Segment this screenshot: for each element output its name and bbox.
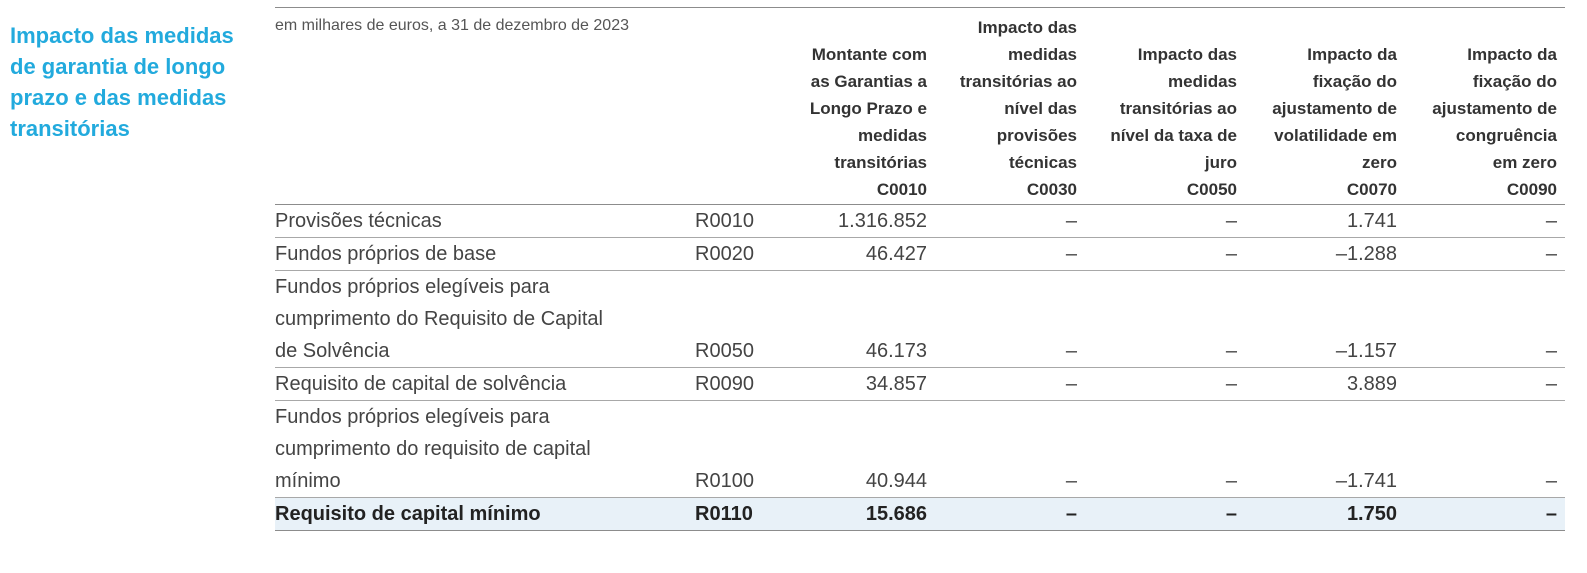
cell-value: 46.427 [775,237,935,271]
row-label: Requisito de capital de solvência [275,367,685,401]
header-spacer [275,14,685,176]
column-header: Montante com as Garantias a Longo Prazo … [809,45,927,172]
cell-value: – [935,270,1085,368]
cell-value: –1.157 [1245,270,1405,368]
cell-value: 3.889 [1245,367,1405,401]
column-header-row: Montante com as Garantias a Longo Prazo … [275,14,1565,176]
cell-value: – [1085,204,1245,238]
table-row: Requisito de capital de solvência R0090 … [275,367,1565,401]
row-code: R0020 [685,237,775,271]
table-row: Fundos próprios elegíveis para cumprimen… [275,400,1565,498]
cell-value: 40.944 [775,400,935,498]
cell-value: – [935,204,1085,238]
cell-value: 1.750 [1245,497,1405,531]
top-divider [275,7,1565,8]
cell-value: – [1405,400,1565,498]
cell-value: – [1085,400,1245,498]
row-code: R0090 [685,367,775,401]
column-code: C0070 [1245,176,1405,205]
column-code: C0050 [1085,176,1245,205]
cell-value: – [1405,270,1565,368]
cell-value: – [1085,270,1245,368]
column-code: C0010 [775,176,935,205]
row-code: R0050 [685,270,775,368]
cell-value: 1.741 [1245,204,1405,238]
column-code: C0030 [935,176,1085,205]
header-spacer [685,14,775,176]
table-row: Fundos próprios elegíveis para cumprimen… [275,270,1565,368]
cell-value: – [1085,367,1245,401]
column-header: Impacto da fixação do ajustamento de con… [1432,45,1557,172]
header-spacer [685,176,775,205]
cell-value: – [1085,497,1245,531]
cell-value: 34.857 [775,367,935,401]
cell-value: – [1085,237,1245,271]
cell-value: 15.686 [775,497,935,531]
table-row-total: Requisito de capital mínimo R0110 15.686… [275,497,1565,531]
row-label: Fundos próprios elegíveis para cumprimen… [275,400,685,498]
row-label: Fundos próprios de base [275,237,685,271]
cell-value: 46.173 [775,270,935,368]
cell-value: – [935,367,1085,401]
cell-value: –1.288 [1245,237,1405,271]
column-code: C0090 [1405,176,1565,205]
section-title: Impacto das medidas de garantia de longo… [10,23,234,141]
row-label: Requisito de capital mínimo [275,497,685,531]
table-row: Fundos próprios de base R0020 46.427 – –… [275,237,1565,271]
table-row: Provisões técnicas R0010 1.316.852 – – 1… [275,204,1565,238]
ltg-impact-table: Montante com as Garantias a Longo Prazo … [275,14,1565,531]
cell-value: – [1405,204,1565,238]
cell-value: – [935,400,1085,498]
row-code: R0010 [685,204,775,238]
column-header: Impacto das medidas transitórias ao níve… [959,18,1077,172]
row-label: Fundos próprios elegíveis para cumprimen… [275,270,685,368]
column-header: Impacto da fixação do ajustamento de vol… [1272,45,1397,172]
column-code-row: C0010 C0030 C0050 C0070 C0090 [275,176,1565,205]
column-header: Impacto das medidas transitórias ao níve… [1110,45,1237,172]
cell-value: – [1405,237,1565,271]
row-code: R0100 [685,400,775,498]
cell-value: 1.316.852 [775,204,935,238]
cell-value: – [1405,367,1565,401]
cell-value: – [1405,497,1565,531]
cell-value: – [935,497,1085,531]
header-spacer [275,176,685,205]
row-label: Provisões técnicas [275,204,685,238]
row-code: R0110 [685,497,775,531]
units-note: em milhares de euros, a 31 de dezembro d… [275,17,629,34]
cell-value: –1.741 [1245,400,1405,498]
cell-value: – [935,237,1085,271]
